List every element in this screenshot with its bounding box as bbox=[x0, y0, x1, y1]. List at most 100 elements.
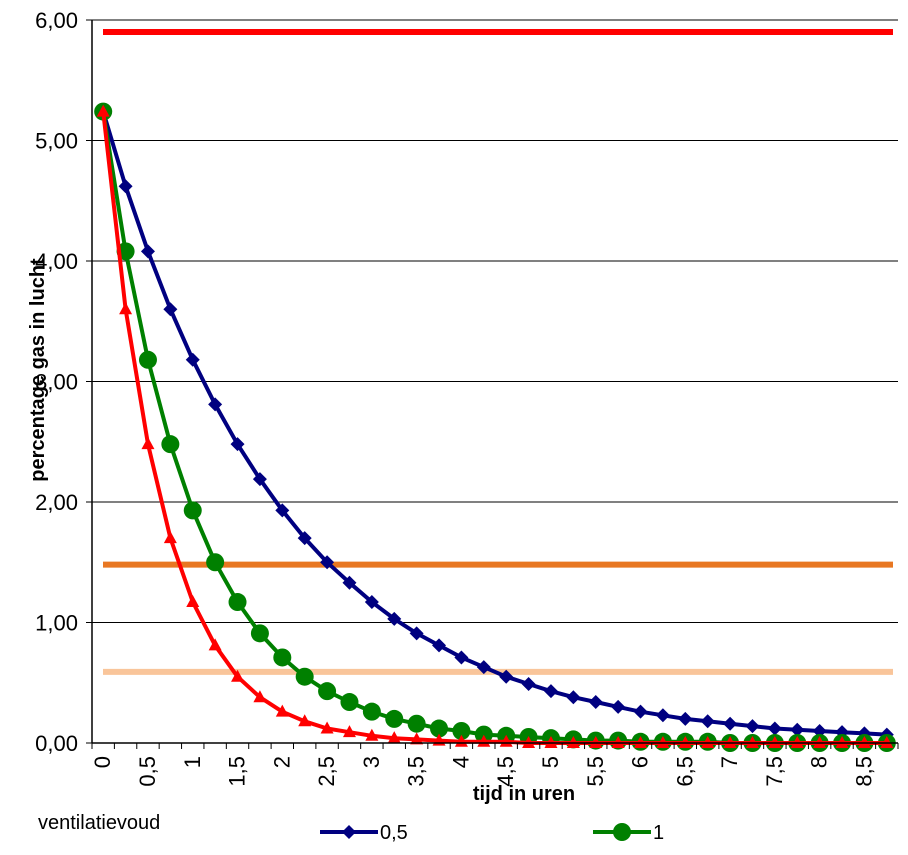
data-point bbox=[543, 684, 558, 699]
x-tick-label: 6 bbox=[628, 756, 653, 768]
series-layer bbox=[94, 102, 896, 752]
data-point bbox=[387, 731, 401, 744]
data-point bbox=[208, 638, 222, 651]
data-point bbox=[768, 736, 782, 748]
data-point bbox=[790, 736, 804, 748]
data-point bbox=[365, 728, 379, 741]
data-point bbox=[252, 472, 267, 487]
x-tick-label: 2 bbox=[269, 756, 294, 768]
data-point bbox=[340, 693, 359, 712]
data-point bbox=[342, 725, 356, 738]
x-tick-label: 4 bbox=[448, 756, 473, 768]
data-point bbox=[118, 179, 133, 194]
data-point bbox=[206, 553, 225, 572]
data-point bbox=[228, 593, 247, 612]
legend-marker bbox=[342, 825, 356, 839]
x-tick-label: 1,5 bbox=[225, 756, 250, 787]
x-axis bbox=[86, 19, 899, 749]
x-tick-label: 2,5 bbox=[314, 756, 339, 787]
data-point bbox=[119, 302, 133, 315]
data-point bbox=[96, 104, 110, 117]
data-point bbox=[273, 648, 292, 667]
x-axis-title: tijd in uren bbox=[473, 783, 575, 805]
data-point bbox=[253, 690, 267, 703]
data-point bbox=[678, 736, 692, 748]
data-point bbox=[430, 719, 449, 738]
data-point bbox=[880, 736, 894, 748]
data-point bbox=[812, 723, 827, 738]
data-point bbox=[163, 302, 178, 317]
data-point bbox=[454, 650, 469, 665]
legend-label: 0,5 bbox=[380, 822, 408, 844]
series bbox=[96, 104, 894, 742]
y-tick-label: 0,00 bbox=[35, 731, 78, 756]
legend-item: 0,5 bbox=[320, 822, 408, 844]
data-point bbox=[656, 736, 670, 748]
x-tick-label: 0,5 bbox=[135, 756, 160, 787]
legend-title: ventilatievoud bbox=[38, 812, 160, 834]
legend-marker bbox=[613, 823, 631, 841]
series-line bbox=[101, 111, 887, 745]
data-point bbox=[723, 736, 737, 748]
data-point bbox=[452, 721, 471, 740]
data-point bbox=[295, 667, 314, 686]
y-tick-label: 4,00 bbox=[35, 249, 78, 274]
data-point bbox=[250, 624, 269, 643]
data-point bbox=[678, 711, 693, 726]
data-point bbox=[544, 736, 558, 748]
legend-label: 1 bbox=[653, 822, 664, 844]
data-point bbox=[385, 709, 404, 728]
data-point bbox=[499, 734, 513, 747]
legend-item: 1 bbox=[593, 822, 664, 844]
data-point bbox=[723, 716, 738, 731]
data-point bbox=[701, 736, 715, 748]
x-axis-ticks: 0 0,5 1 1,5 2 2,5 3 3,5 4 4,5 5 5,5 6 6,5 7 7,5 8 8,5 bbox=[90, 756, 876, 787]
x-tick-label: 7,5 bbox=[762, 756, 787, 787]
data-point bbox=[521, 676, 536, 691]
x-tick-label: 8 bbox=[807, 756, 832, 768]
gridlines bbox=[92, 19, 898, 623]
x-tick-label: 5,5 bbox=[583, 756, 608, 787]
series bbox=[96, 104, 894, 748]
data-point bbox=[342, 575, 357, 590]
data-point bbox=[790, 722, 805, 737]
data-point bbox=[141, 437, 155, 450]
y-axis-title: percentage gas in lucht bbox=[27, 258, 49, 482]
data-point bbox=[275, 704, 289, 717]
data-point bbox=[745, 719, 760, 734]
series-line bbox=[101, 111, 887, 737]
data-point bbox=[410, 732, 424, 745]
data-point bbox=[474, 725, 493, 744]
data-point bbox=[611, 736, 625, 748]
data-point bbox=[140, 244, 155, 259]
data-point bbox=[634, 736, 648, 748]
data-point bbox=[183, 501, 202, 520]
data-point bbox=[767, 721, 782, 736]
data-point bbox=[231, 669, 245, 682]
data-point bbox=[186, 595, 200, 608]
x-tick-label: 3,5 bbox=[404, 756, 429, 787]
data-point bbox=[208, 397, 223, 412]
data-point bbox=[588, 695, 603, 710]
series-line bbox=[101, 111, 887, 745]
data-point bbox=[409, 626, 424, 641]
data-point bbox=[320, 555, 335, 570]
data-point bbox=[589, 736, 603, 748]
data-point bbox=[857, 736, 871, 748]
data-point bbox=[522, 736, 536, 748]
y-tick-label: 6,00 bbox=[35, 8, 78, 33]
data-point bbox=[566, 690, 581, 705]
data-point bbox=[163, 531, 177, 544]
data-point bbox=[655, 708, 670, 723]
data-point bbox=[454, 734, 468, 747]
data-point bbox=[138, 350, 157, 369]
data-point bbox=[476, 660, 491, 675]
x-tick-label: 7 bbox=[717, 756, 742, 768]
y-tick-label: 2,00 bbox=[35, 490, 78, 515]
y-tick-label: 5,00 bbox=[35, 129, 78, 154]
series bbox=[94, 102, 896, 752]
x-tick-label: 5 bbox=[538, 756, 563, 768]
data-point bbox=[432, 638, 447, 653]
data-point bbox=[566, 736, 580, 748]
